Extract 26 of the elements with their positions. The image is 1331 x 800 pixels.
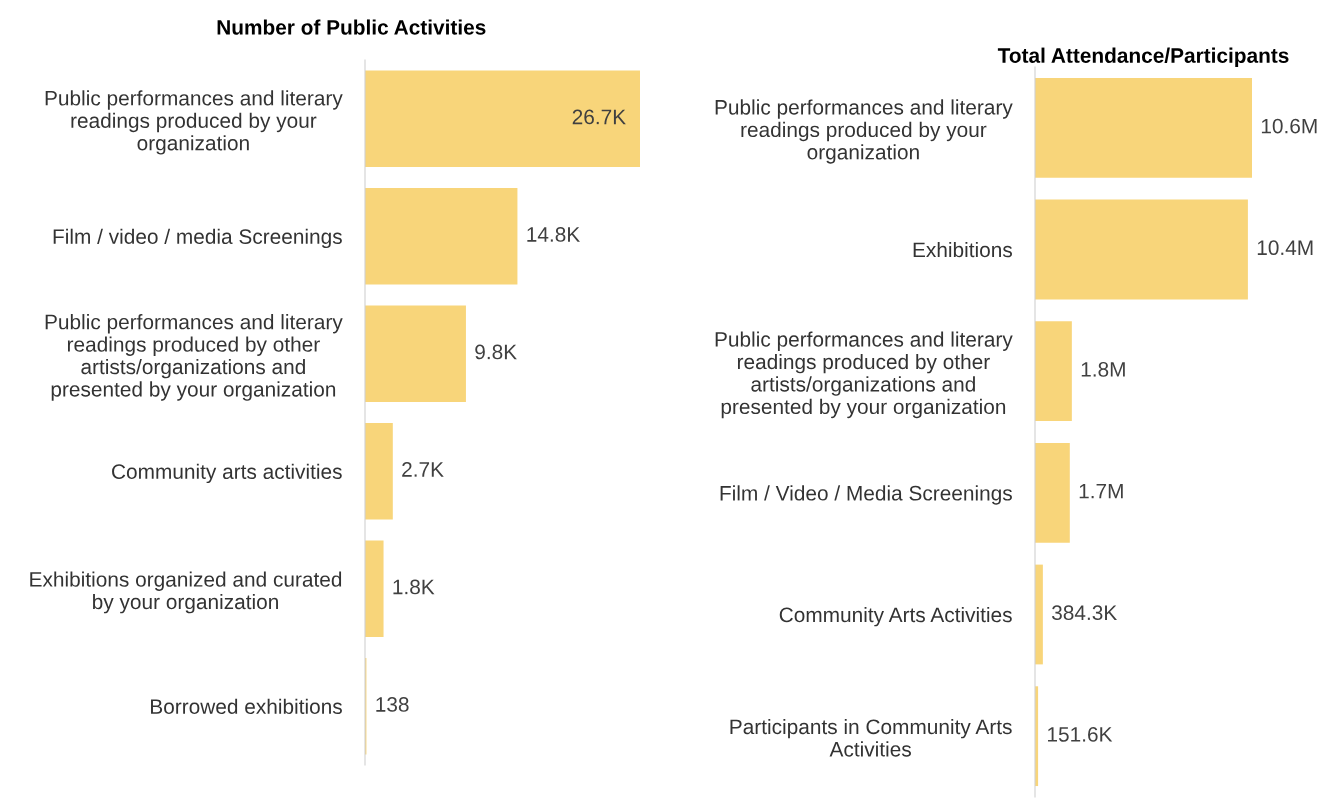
y-tick-label: Public performances and literary readings produced by your organization bbox=[45, 90, 343, 155]
data-label: 14.8K bbox=[527, 227, 580, 242]
data-label: 151.6K bbox=[1048, 727, 1113, 742]
y-tick-label: Borrowed exhibitions bbox=[151, 698, 342, 714]
data-label: 2.7K bbox=[402, 462, 444, 477]
y-tick-label: Film / Video / Media Screenings bbox=[720, 485, 1012, 505]
data-label: 1.8M bbox=[1081, 362, 1125, 377]
y-tick-label: Community arts activities bbox=[112, 463, 342, 484]
data-label: 384.3K bbox=[1051, 605, 1117, 621]
y-tick-label: Public performances and literary readings produced by other artists/organizations and presented by your organization bbox=[45, 314, 343, 401]
data-label: 1.7M bbox=[1079, 483, 1123, 499]
y-tick-label: Exhibitions bbox=[913, 241, 1012, 258]
y-tick-label: Public performances and literary readings produced by other artists/organizations and presented by your organization bbox=[715, 331, 1013, 419]
data-label: 10.6M bbox=[1261, 118, 1317, 134]
data-label: 138 bbox=[376, 697, 409, 712]
y-tick-label: Film / video / media Screenings bbox=[53, 228, 342, 249]
data-label: 1.8K bbox=[393, 579, 435, 595]
data-label: 10.4M bbox=[1257, 240, 1313, 256]
data-label: 9.8K bbox=[475, 344, 517, 360]
chart-title: Number of Public Activities bbox=[217, 19, 486, 35]
y-tick-label: Participants in Community Arts Activities bbox=[730, 718, 1012, 757]
y-tick-label: Public performances and literary readings produced by your organization bbox=[715, 99, 1013, 164]
chart-title: Total Attendance/Participants bbox=[997, 47, 1289, 67]
data-label: 26.7K bbox=[572, 109, 626, 125]
y-tick-label: Community Arts Activities bbox=[779, 606, 1012, 627]
y-tick-label: Exhibitions organized and curated by your organization bbox=[30, 571, 342, 614]
